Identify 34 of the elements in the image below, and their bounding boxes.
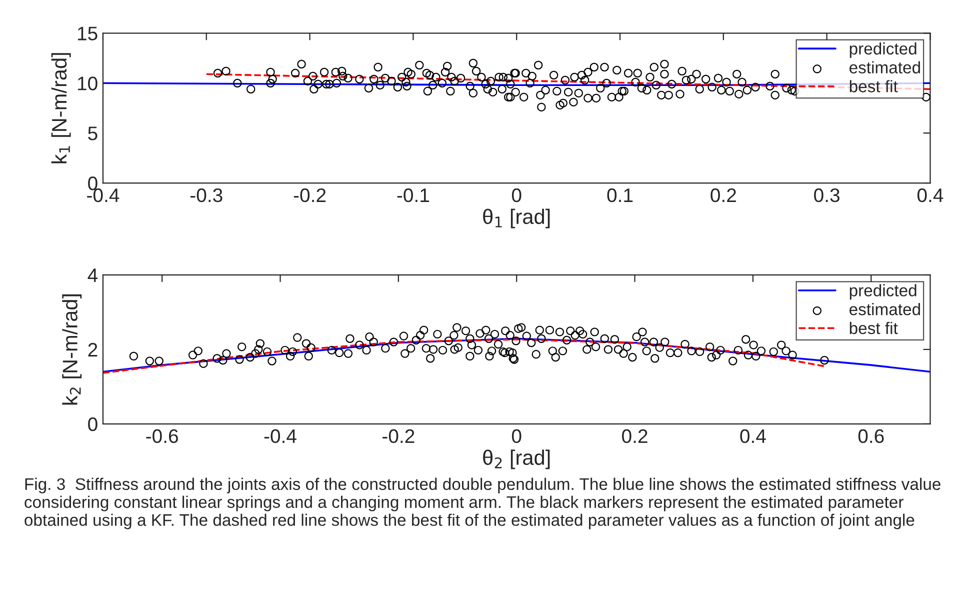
x-tick-label: -0.3 [190, 188, 222, 202]
y-tick-label: 15 [78, 26, 98, 40]
y-tick-label: 4 [88, 268, 98, 282]
x-tick-label: -0.6 [146, 429, 178, 444]
legend-label: best fit [850, 322, 898, 334]
legend-label: predicted [850, 284, 916, 300]
x-tick-label: 0.4 [917, 188, 944, 202]
x-axis-title: θ$_{2}$ [rad] [483, 450, 550, 470]
y-axis-title: k$_{1}$ [N-m/rad] [51, 53, 71, 164]
y-tick-label: 5 [88, 126, 98, 140]
x-tick-label: -0.1 [397, 188, 430, 202]
x-tick-label: 0.2 [710, 188, 736, 202]
x-tick-label: 0 [512, 188, 522, 202]
legend-label: predicted [850, 42, 916, 58]
x-tick-label: 0.6 [858, 429, 884, 444]
x-tick-label: 0.4 [740, 429, 766, 444]
legend-label: best fit [850, 80, 898, 92]
legend-label: estimated [850, 61, 920, 74]
y-axis-title: k$_{2}$ [N-m/rad] [62, 294, 82, 405]
x-tick-label: 0.2 [622, 429, 648, 444]
x-tick-label: 0.1 [607, 188, 633, 202]
y-tick-label: 10 [78, 76, 98, 90]
x-tick-label: -0.2 [382, 429, 414, 444]
x-tick-label: 0.3 [814, 188, 840, 202]
y-tick-label: 2 [88, 342, 98, 356]
legend-label: estimated [850, 303, 920, 316]
x-axis-title: θ$_{1}$ [rad] [483, 208, 550, 228]
x-tick-label: -0.4 [264, 429, 296, 444]
x-tick-label: 0 [512, 429, 522, 444]
x-tick-label: -0.2 [294, 188, 326, 202]
y-tick-label: 0 [88, 417, 98, 432]
caption: Fig. 3 Stiffness around the joints axis of the constructed double pendulum. The blue line shows the estimated stiffness value considering constant linear springs and a changing moment arm. The black markers represent the estimated parameter obtained using a KF. The dashed red line shows the best fit of the estimated parameter values as a function of joint angle [24, 478, 940, 530]
x-tick-label: -0.4 [87, 188, 120, 202]
y-tick-label: 0 [88, 176, 98, 190]
